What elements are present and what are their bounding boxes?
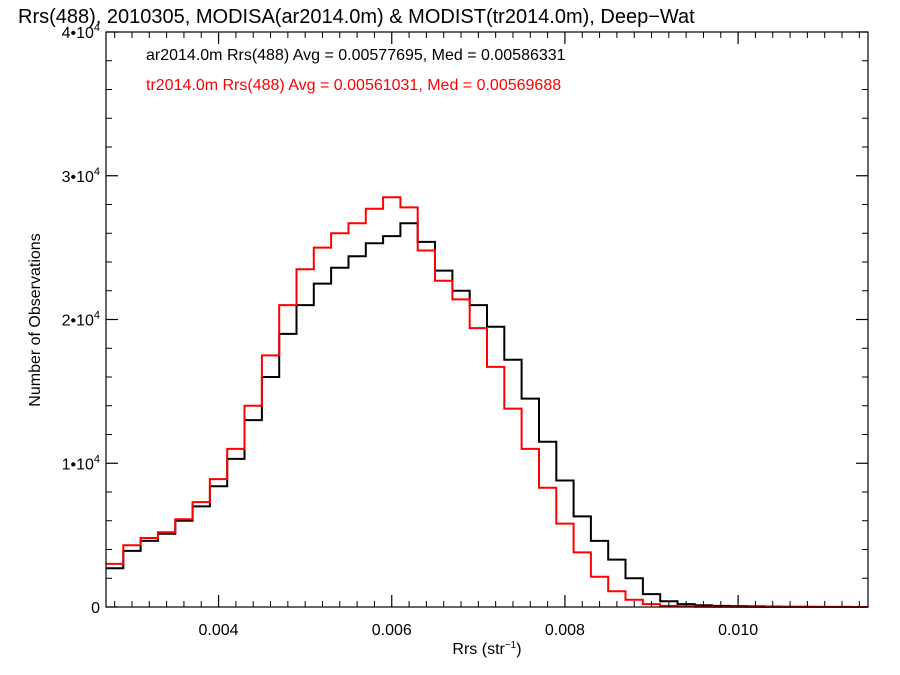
y-tick-label-2: 2•104 bbox=[62, 310, 100, 330]
y-axis-label: Number of Observations bbox=[27, 233, 44, 406]
x-tick-label-1: 0.006 bbox=[372, 622, 412, 639]
y-tick-label-0: 0 bbox=[91, 600, 100, 617]
x-tick-label-2: 0.008 bbox=[545, 622, 585, 639]
ticks-layer: 0.004 0.006 0.008 0.010 0 1•104 2•104 3•104 4•10… bbox=[62, 22, 868, 639]
x-axis-label: Rrs (str−1) bbox=[452, 640, 521, 658]
series-line-0 bbox=[106, 222, 868, 608]
y-tick-label-3: 3•104 bbox=[62, 166, 100, 186]
series-layer bbox=[106, 196, 868, 608]
annotation-black: ar2014.0m Rrs(488) Avg = 0.00577695, Med… bbox=[146, 47, 566, 64]
annotation-red: tr2014.0m Rrs(488) Avg = 0.00561031, Med… bbox=[146, 77, 561, 94]
x-tick-label-0: 0.004 bbox=[199, 622, 239, 639]
x-tick-label-3: 0.010 bbox=[718, 622, 758, 639]
y-tick-label-4: 4•104 bbox=[62, 22, 100, 42]
chart-title: Rrs(488), 2010305, MODISA(ar2014.0m) & M… bbox=[18, 6, 695, 28]
y-tick-label-1: 1•104 bbox=[62, 453, 100, 473]
series-line-1 bbox=[106, 196, 868, 608]
